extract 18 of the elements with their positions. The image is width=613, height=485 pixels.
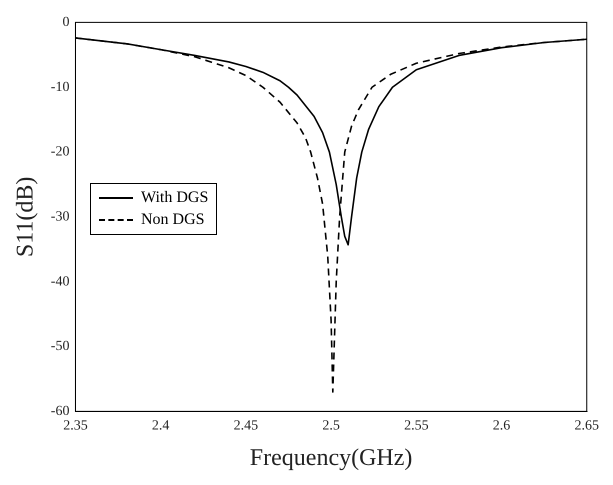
x-tick-label: 2.65 [574,418,599,434]
x-tick-label: 2.35 [63,418,88,434]
y-axis-title: S11(dB) [12,176,39,258]
x-tick-label: 2.45 [234,418,258,434]
x-tick-label: 2.4 [152,418,170,434]
legend-label: With DGS [141,188,208,208]
x-tick-label: 2.55 [404,418,429,434]
y-tick-label: -30 [50,210,70,225]
y-tick-label: -50 [50,339,70,354]
y-tick-label: -20 [50,144,70,160]
y-tick-label: -10 [50,80,70,95]
x-tick-label: 2.5 [322,418,340,434]
y-tick-label: -40 [50,274,70,290]
y-tick-label: -60 [50,404,70,420]
y-tick-label: 0 [62,15,70,30]
legend-label: Non DGS [141,210,205,230]
x-tick-label: 2.6 [492,418,510,434]
x-axis-title: Frequency(GHz) [250,444,412,471]
